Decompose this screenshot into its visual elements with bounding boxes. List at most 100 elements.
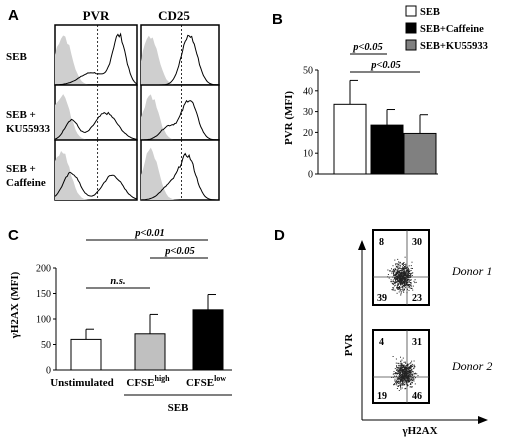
event-dot bbox=[397, 378, 398, 380]
event-dot bbox=[405, 362, 406, 364]
event-dot bbox=[395, 278, 397, 280]
event-dot bbox=[413, 380, 415, 382]
event-dot bbox=[400, 367, 402, 368]
event-dot bbox=[405, 275, 407, 277]
event-dot bbox=[402, 371, 404, 373]
event-dot bbox=[403, 370, 405, 372]
event-dot bbox=[407, 269, 409, 271]
event-dot bbox=[397, 385, 399, 387]
event-dot bbox=[398, 262, 400, 264]
legend-label-caffeine: SEB+Caffeine bbox=[420, 24, 484, 35]
event-dot bbox=[395, 276, 397, 277]
event-dot bbox=[405, 369, 407, 371]
event-dot bbox=[414, 383, 416, 385]
event-dot bbox=[402, 380, 404, 382]
event-dot bbox=[393, 277, 395, 279]
event-dot bbox=[395, 271, 397, 273]
event-dot bbox=[406, 279, 408, 281]
event-dot bbox=[403, 268, 405, 270]
event-dot bbox=[402, 289, 404, 291]
event-dot bbox=[405, 271, 407, 273]
event-dot bbox=[407, 272, 409, 274]
panel-d-x-label: γH2AX bbox=[401, 425, 437, 437]
event-dot bbox=[391, 268, 392, 270]
event-dot bbox=[407, 377, 409, 379]
event-dot bbox=[394, 281, 396, 283]
event-dot bbox=[399, 368, 401, 370]
event-dot bbox=[397, 276, 398, 278]
panel-b-y-tick-label: 30 bbox=[303, 107, 313, 118]
event-dot bbox=[401, 366, 403, 368]
event-dot bbox=[410, 368, 412, 370]
event-dot bbox=[399, 373, 401, 375]
event-dot bbox=[408, 273, 410, 275]
panel-c-bar bbox=[70, 338, 102, 371]
event-dot bbox=[399, 282, 401, 284]
event-dot bbox=[405, 375, 407, 377]
donor-1-events bbox=[387, 256, 417, 296]
event-dot bbox=[398, 272, 400, 274]
event-dot bbox=[409, 272, 411, 274]
panel-b-y-tick-label: 10 bbox=[303, 149, 313, 160]
event-dot bbox=[407, 371, 409, 372]
event-dot bbox=[395, 263, 397, 265]
event-dot bbox=[402, 378, 404, 380]
event-dot bbox=[408, 369, 410, 371]
event-dot bbox=[387, 276, 389, 278]
event-dot bbox=[397, 367, 399, 368]
event-dot bbox=[404, 375, 406, 377]
event-dot bbox=[399, 287, 401, 289]
event-dot bbox=[399, 275, 400, 277]
event-dot bbox=[410, 386, 412, 388]
event-dot bbox=[395, 381, 397, 383]
event-dot bbox=[408, 277, 410, 279]
isotype-histogram bbox=[55, 151, 137, 200]
event-dot bbox=[394, 378, 396, 380]
event-dot bbox=[404, 376, 406, 378]
event-dot bbox=[400, 371, 402, 373]
event-dot bbox=[400, 365, 402, 367]
event-dot bbox=[414, 373, 415, 375]
event-dot bbox=[404, 256, 406, 258]
event-dot bbox=[406, 370, 407, 371]
event-dot bbox=[397, 367, 399, 369]
event-dot bbox=[398, 385, 400, 387]
panel-c-y-tick-label: 50 bbox=[41, 340, 51, 351]
event-dot bbox=[399, 288, 401, 290]
event-dot bbox=[403, 284, 404, 286]
event-dot bbox=[402, 262, 404, 264]
event-dot bbox=[400, 294, 402, 296]
event-dot bbox=[405, 266, 407, 268]
event-dot bbox=[392, 279, 394, 281]
donor-2-ul-percent: 4 bbox=[379, 337, 384, 348]
event-dot bbox=[401, 291, 402, 293]
event-dot bbox=[402, 382, 404, 384]
event-dot bbox=[395, 376, 397, 378]
event-dot bbox=[402, 374, 404, 376]
event-dot bbox=[405, 270, 407, 272]
h2ax-axis-arrowhead bbox=[478, 416, 488, 424]
event-dot bbox=[396, 369, 398, 371]
event-dot bbox=[404, 283, 406, 285]
event-dot bbox=[406, 376, 408, 378]
event-dot bbox=[403, 274, 404, 276]
event-dot bbox=[405, 276, 407, 278]
event-dot bbox=[405, 283, 407, 285]
event-dot bbox=[409, 369, 411, 371]
event-dot bbox=[411, 386, 413, 388]
event-dot bbox=[394, 380, 396, 382]
event-dot bbox=[407, 280, 408, 282]
event-dot bbox=[402, 274, 404, 276]
event-dot bbox=[405, 271, 407, 273]
event-dot bbox=[396, 286, 398, 288]
event-dot bbox=[401, 281, 402, 283]
stained-histogram bbox=[54, 32, 138, 86]
event-dot bbox=[404, 372, 406, 374]
event-dot bbox=[399, 374, 401, 376]
event-dot bbox=[409, 271, 410, 273]
event-dot bbox=[398, 277, 400, 279]
event-dot bbox=[409, 375, 411, 377]
event-dot bbox=[404, 278, 406, 280]
event-dot bbox=[404, 384, 406, 386]
isotype-histogram bbox=[141, 94, 219, 140]
